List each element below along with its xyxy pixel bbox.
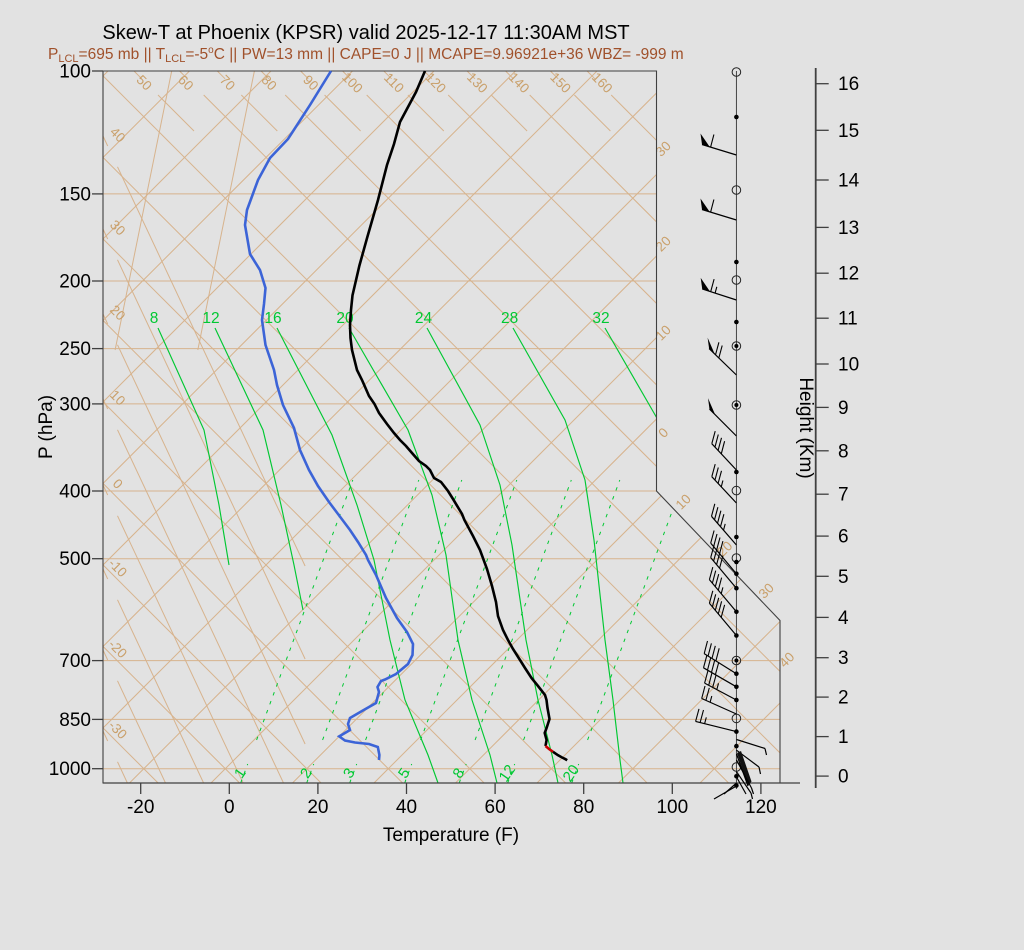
svg-text:100: 100 bbox=[656, 797, 688, 818]
svg-text:500: 500 bbox=[59, 549, 91, 570]
svg-text:60: 60 bbox=[485, 797, 506, 818]
svg-text:28: 28 bbox=[501, 310, 518, 327]
svg-text:Height (Km): Height (Km) bbox=[795, 377, 816, 478]
svg-text:2: 2 bbox=[838, 688, 849, 709]
svg-text:400: 400 bbox=[59, 482, 91, 503]
svg-text:80: 80 bbox=[573, 797, 594, 818]
svg-text:700: 700 bbox=[59, 651, 91, 672]
svg-text:6: 6 bbox=[838, 527, 849, 548]
svg-text:12: 12 bbox=[202, 310, 219, 327]
svg-text:0: 0 bbox=[838, 767, 849, 788]
svg-text:Temperature (F): Temperature (F) bbox=[383, 825, 519, 846]
svg-text:5: 5 bbox=[838, 567, 849, 588]
svg-text:250: 250 bbox=[59, 339, 91, 360]
svg-text:120: 120 bbox=[745, 797, 777, 818]
svg-text:7: 7 bbox=[838, 485, 849, 506]
svg-text:8: 8 bbox=[150, 310, 159, 327]
svg-text:PLCL=695 mb || TLCL=-5oC || PW: PLCL=695 mb || TLCL=-5oC || PW=13 mm || … bbox=[48, 45, 684, 65]
svg-text:P (hPa): P (hPa) bbox=[36, 395, 57, 459]
svg-text:Skew-T at Phoenix (KPSR) valid: Skew-T at Phoenix (KPSR) valid 2025-12-1… bbox=[102, 22, 629, 44]
svg-text:20: 20 bbox=[307, 797, 328, 818]
svg-text:300: 300 bbox=[59, 394, 91, 415]
svg-text:12: 12 bbox=[838, 264, 859, 285]
svg-text:16: 16 bbox=[264, 310, 281, 327]
svg-text:3: 3 bbox=[838, 648, 849, 669]
svg-text:9: 9 bbox=[838, 398, 849, 419]
svg-text:8: 8 bbox=[838, 441, 849, 462]
svg-text:14: 14 bbox=[838, 171, 860, 192]
svg-text:32: 32 bbox=[592, 310, 609, 327]
svg-text:11: 11 bbox=[838, 309, 858, 330]
svg-text:100: 100 bbox=[59, 62, 91, 83]
svg-text:1: 1 bbox=[838, 727, 849, 748]
svg-text:20: 20 bbox=[560, 762, 583, 785]
svg-text:24: 24 bbox=[415, 310, 433, 327]
svg-text:0: 0 bbox=[224, 797, 235, 818]
svg-text:16: 16 bbox=[838, 74, 859, 95]
svg-text:850: 850 bbox=[59, 710, 91, 731]
svg-text:10: 10 bbox=[838, 355, 859, 376]
svg-text:200: 200 bbox=[59, 272, 91, 293]
svg-text:1000: 1000 bbox=[49, 759, 91, 780]
svg-text:150: 150 bbox=[59, 184, 91, 205]
svg-text:4: 4 bbox=[838, 608, 849, 629]
svg-text:15: 15 bbox=[838, 121, 859, 142]
svg-text:13: 13 bbox=[838, 218, 859, 239]
svg-text:-20: -20 bbox=[127, 797, 154, 818]
svg-text:12: 12 bbox=[496, 762, 519, 785]
svg-text:40: 40 bbox=[396, 797, 417, 818]
